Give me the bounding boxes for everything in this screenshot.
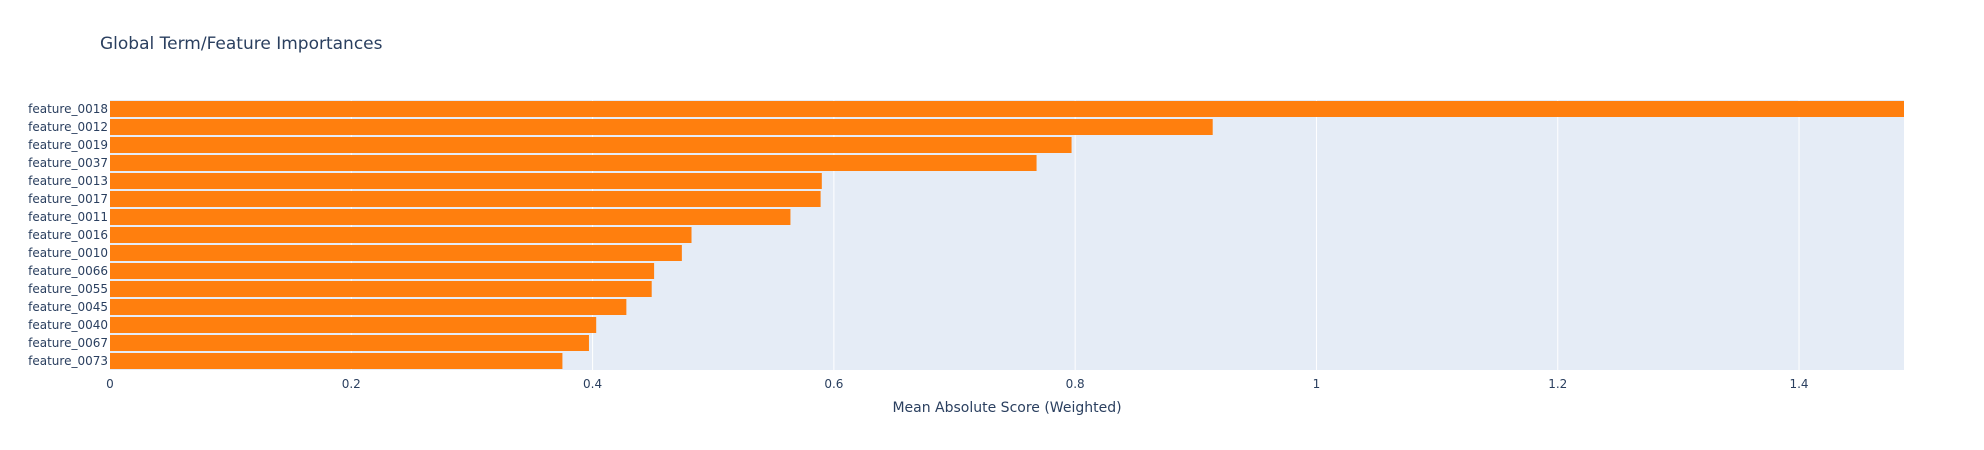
y-tick-label: feature_0011 (28, 210, 108, 224)
y-tick-labels: feature_0018 feature_0012 feature_0019feat… (28, 102, 108, 368)
x-tick-label: 0.6 (824, 377, 843, 391)
y-tick-label: feature_0018 (28, 102, 108, 116)
y-tick-label: feature_0067 (28, 336, 108, 350)
bar (110, 173, 822, 189)
bar (110, 119, 1213, 135)
y-tick-label: feature_0055 (28, 282, 108, 296)
bar (110, 317, 597, 333)
x-tick-label: 0.8 (1066, 377, 1085, 391)
y-tick-label: feature_0073 (28, 354, 108, 368)
y-tick-label: feature_0017 (28, 192, 108, 206)
bar (110, 209, 791, 225)
bar (110, 245, 682, 261)
x-tick-label: 0 (106, 377, 114, 391)
y-tick-label: feature_0045 (28, 300, 108, 314)
bar (110, 335, 589, 351)
y-tick-label: feature_0016 (28, 228, 108, 242)
y-tick-label: feature_0037 (28, 156, 108, 170)
bar (110, 155, 1037, 171)
chart-title: Global Term/Feature Importances (100, 34, 383, 54)
y-tick-label: feature_0012 (28, 120, 108, 134)
bar (110, 191, 821, 207)
bar (110, 353, 563, 369)
y-tick-label: feature_0066 (28, 264, 108, 278)
y-tick-label: feature_0019 (28, 138, 108, 152)
x-tick-label: 1 (1313, 377, 1321, 391)
x-tick-label: 0.4 (583, 377, 602, 391)
x-tick-label: 0.2 (342, 377, 361, 391)
x-tick-label: 1.4 (1789, 377, 1808, 391)
bar (110, 137, 1072, 153)
bar (110, 227, 692, 243)
bars (110, 101, 1904, 369)
y-tick-label: feature_0040 (28, 318, 108, 332)
x-tick-label: 1.2 (1548, 377, 1567, 391)
bar (110, 299, 627, 315)
bar (110, 101, 1904, 117)
x-axis-title: Mean Absolute Score (Weighted) (892, 400, 1121, 416)
x-tick-labels: 0 0.2 0.4 0.6 0.8 1 1.2 1.4 (106, 377, 1808, 391)
bar (110, 263, 655, 279)
y-tick-label: feature_0013 (28, 174, 108, 188)
bar (110, 281, 652, 297)
y-tick-label: feature_0010 (28, 246, 108, 260)
